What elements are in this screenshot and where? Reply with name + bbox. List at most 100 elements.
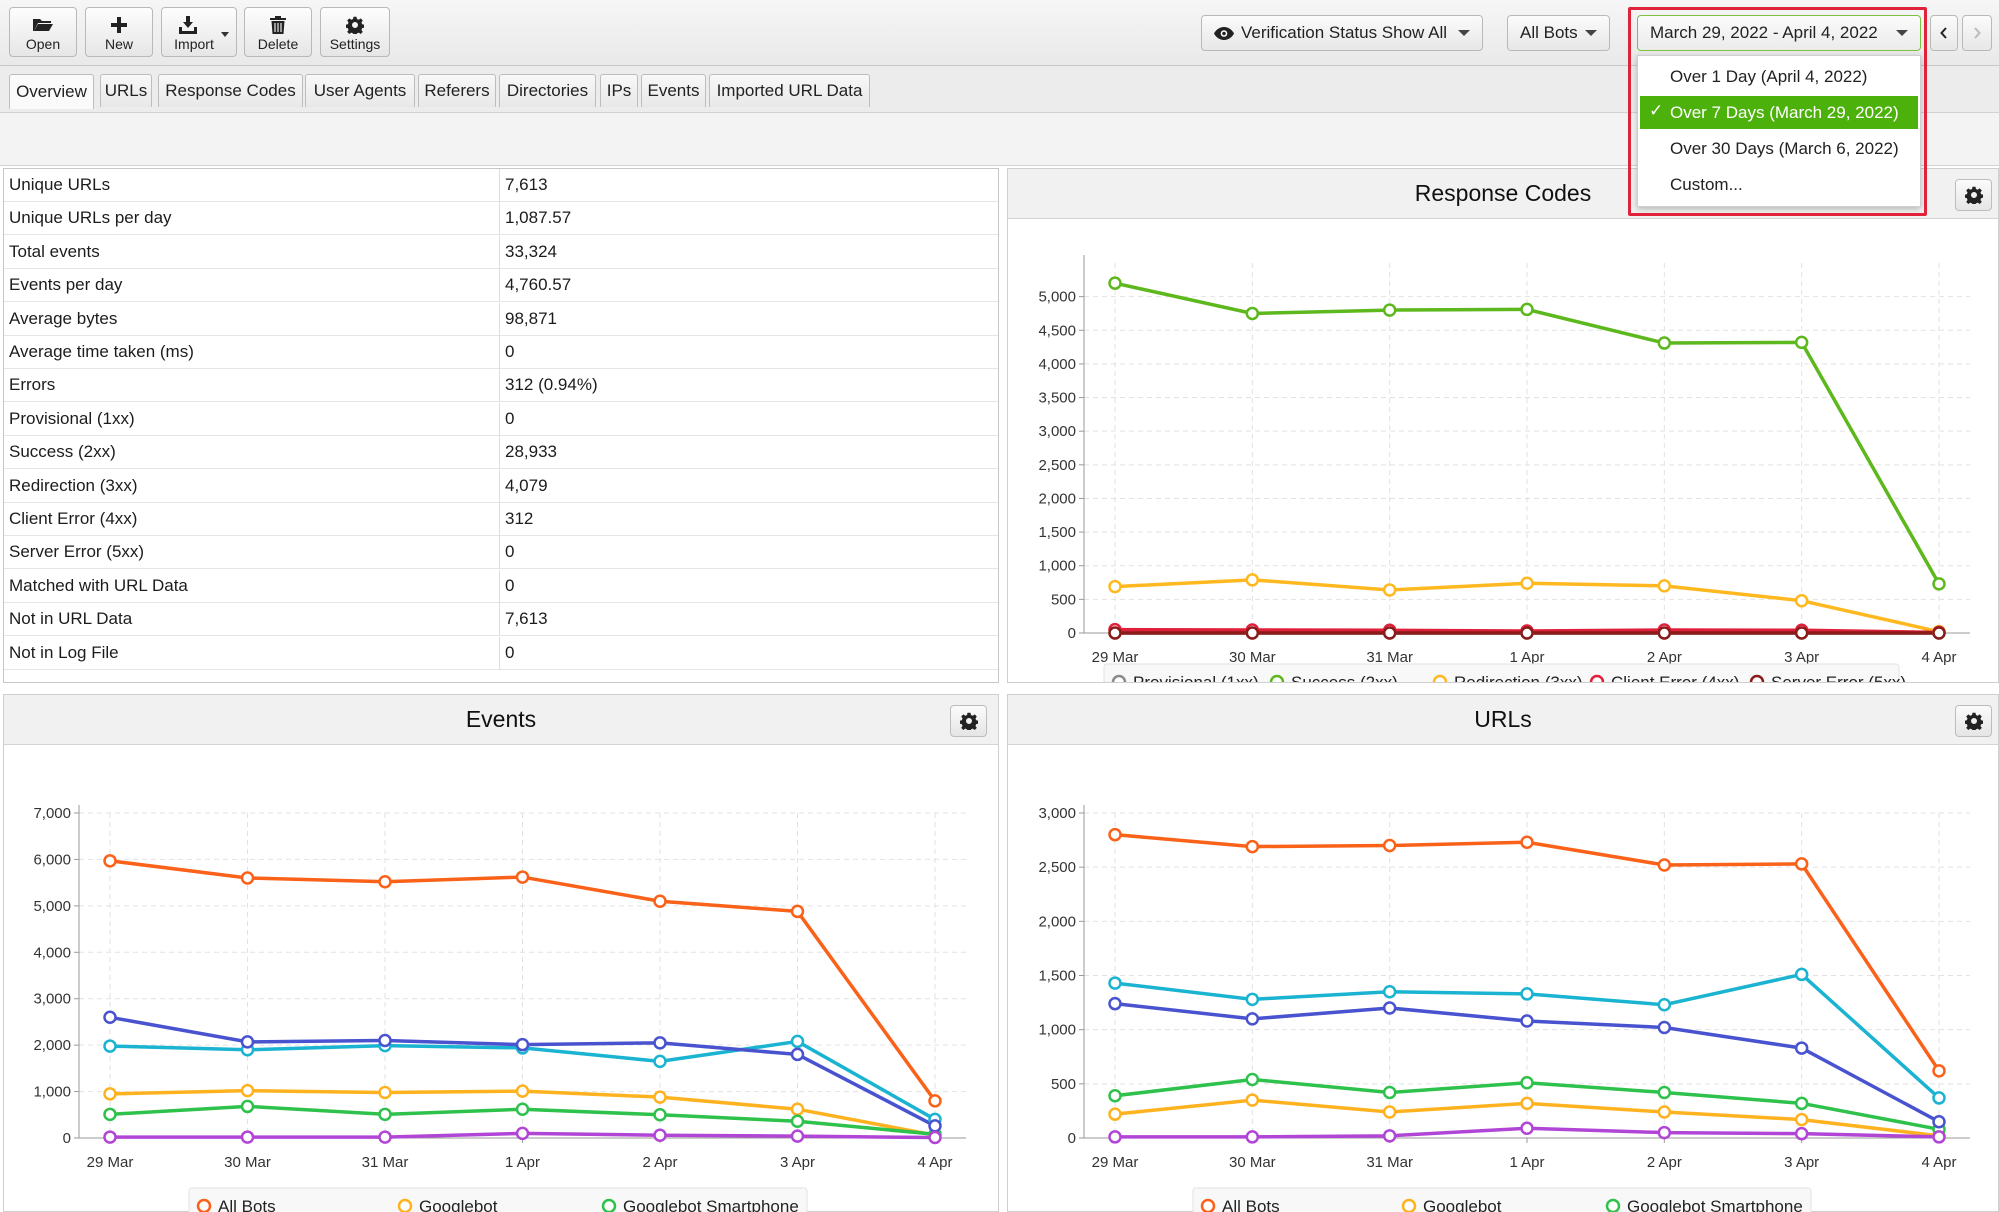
summary-row[interactable]: Errors 312 (0.94%) [4,369,998,403]
menu-item-label: Custom... [1670,174,1743,194]
settings-button[interactable]: Settings [320,7,390,57]
x-tick-label: 2 Apr [1647,649,1682,666]
summary-row[interactable]: Provisional (1xx) 0 [4,402,998,436]
data-point [1245,1093,1260,1107]
x-tick-label: 3 Apr [780,1154,815,1171]
legend-marker [1589,674,1605,682]
bots-dropdown[interactable]: All Bots [1507,15,1610,51]
urls-settings-button[interactable] [1955,705,1992,737]
data-point [515,1126,530,1141]
summary-row[interactable]: Average bytes 98,871 [4,302,998,336]
data-point [1382,583,1397,597]
data-point [1382,1105,1397,1119]
legend-marker [397,1198,413,1212]
summary-value: 7,613 [505,609,548,629]
data-point [515,1102,530,1116]
summary-row[interactable]: Client Error (4xx) 312 [4,503,998,536]
menu-item-over-1-day[interactable]: Over 1 Day (April 4, 2022) [1640,60,1918,93]
menu-item-over-7-days[interactable]: ✓ Over 7 Days (March 29, 2022) [1640,96,1918,129]
legend-box [1103,663,1900,682]
data-point [1108,827,1122,842]
trash-icon [270,16,286,34]
data-point [1520,302,1534,317]
data-point [1794,1112,1809,1127]
column-divider [499,169,500,202]
data-point [515,1037,530,1052]
import-button-label: Import [174,36,214,52]
summary-row[interactable]: Not in URL Data 7,613 [4,603,998,637]
summary-row[interactable]: Redirection (3xx) 4,079 [4,469,998,503]
summary-label: Not in URL Data [9,609,133,629]
column-divider [499,336,500,369]
tab-user-agents[interactable]: User Agents [305,74,415,107]
tab-urls[interactable]: URLs [100,74,152,107]
download-icon [179,16,197,34]
import-button[interactable]: Import [161,7,237,57]
data-point [1794,593,1809,608]
verification-status-dropdown[interactable]: Verification Status Show All [1201,15,1483,51]
data-point [928,1094,942,1108]
summary-row[interactable]: Matched with URL Data 0 [4,569,998,603]
chevron-right-icon [1974,27,1981,39]
x-tick-label: 2 Apr [642,1154,677,1171]
tab-events[interactable]: Events [641,74,706,107]
legend-marker [1432,674,1448,682]
data-point [1245,1072,1260,1087]
y-tick-label: 3,000 [1038,805,1076,822]
tab-overview[interactable]: Overview [9,74,94,109]
summary-row[interactable]: Unique URLs 7,613 [4,169,998,202]
data-point [1794,967,1809,982]
date-range-dropdown[interactable]: March 29, 2022 - April 4, 2022 [1637,15,1921,51]
summary-row[interactable]: Server Error (5xx) 0 [4,536,998,570]
date-range-menu: Over 1 Day (April 4, 2022) ✓ Over 7 Days … [1637,55,1921,207]
summary-row[interactable]: Average time taken (ms) 0 [4,336,998,369]
menu-item-custom[interactable]: Custom... [1640,168,1918,201]
data-point [1245,1130,1260,1144]
summary-row[interactable]: Not in Log File 0 [4,636,998,670]
summary-label: Provisional (1xx) [9,408,135,428]
x-tick-label: 3 Apr [1784,1154,1819,1171]
data-point [790,1114,805,1129]
summary-row[interactable]: Unique URLs per day 1,087.57 [4,202,998,236]
data-point [1657,1125,1672,1140]
data-point [1520,835,1534,849]
data-point [1108,1089,1122,1103]
data-point [1108,276,1122,290]
x-tick-label: 30 Mar [1229,1154,1276,1171]
summary-value: 0 [505,575,515,595]
tab-referers[interactable]: Referers [418,74,496,107]
data-point [1794,626,1809,640]
summary-row[interactable]: Total events 33,324 [4,235,998,269]
y-tick-label: 2,500 [1038,859,1076,876]
open-button[interactable]: Open [9,7,77,57]
previous-range-button[interactable] [1930,15,1958,51]
data-point [653,894,667,908]
urls-panel: URLs 0 500 1,000 1,500 2,000 2,500 3,000 29 Mar… [1007,694,1999,1212]
data-point [1520,1121,1534,1135]
check-icon: ✓ [1649,101,1664,120]
tab-response-codes[interactable]: Response Codes [158,74,303,107]
data-point [103,1107,117,1122]
menu-item-over-30-days[interactable]: Over 30 Days (March 6, 2022) [1640,132,1918,165]
y-tick-label: 6,000 [33,851,71,868]
new-button[interactable]: New [85,7,153,57]
data-point [790,1102,805,1116]
x-tick-label: 31 Mar [362,1154,409,1171]
events-panel: Events 0 1,000 2,000 3,000 4,000 5,000 6,000 7,… [3,694,999,1212]
tab-ips[interactable]: IPs [600,74,638,107]
summary-row[interactable]: Success (2xx) 28,933 [4,436,998,470]
response-codes-settings-button[interactable] [1955,179,1992,211]
events-settings-button[interactable] [950,705,987,737]
summary-row[interactable]: Events per day 4,760.57 [4,269,998,303]
data-point [928,1119,942,1133]
data-point [790,904,805,919]
data-point [1245,1012,1260,1026]
next-range-button[interactable] [1962,15,1992,51]
legend-label: Redirection (3xx) [1454,673,1583,682]
tab-imported-url-data[interactable]: Imported URL Data [709,74,870,107]
data-point [653,1054,667,1069]
tab-directories[interactable]: Directories [499,74,596,107]
delete-button[interactable]: Delete [244,7,312,57]
column-divider [499,402,500,436]
summary-table: Unique URLs 7,613 Unique URLs per day 1,087… [3,168,999,683]
